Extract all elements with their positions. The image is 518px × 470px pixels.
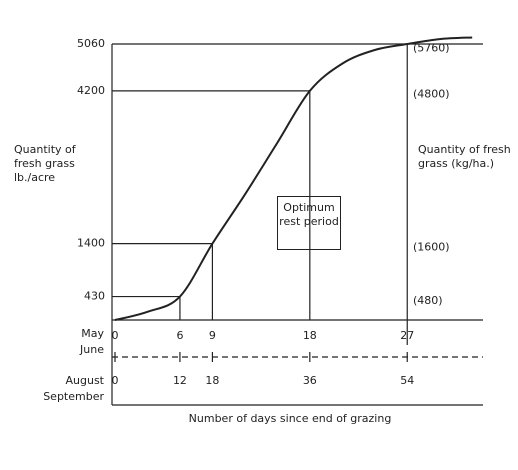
- x2-tick-label: 54: [400, 374, 414, 387]
- y2-axis-title: Quantity of fresh grass (kg/ha.): [418, 143, 511, 170]
- annotation: Optimum rest period: [277, 196, 341, 250]
- y-tick-label: 430: [84, 290, 105, 303]
- x2-tick-label: 12: [173, 374, 187, 387]
- y-tick-label: 4200: [77, 84, 105, 97]
- x2-tick-label: 36: [303, 374, 317, 387]
- y2-tick-label: (480): [413, 294, 443, 307]
- y-tick-label: 1400: [77, 237, 105, 250]
- y-axis-title: Quantity of fresh grass lb./acre: [14, 143, 76, 184]
- x-tick-label: 0: [112, 329, 119, 342]
- x-tick-label: 9: [209, 329, 216, 342]
- period-label: June: [79, 343, 104, 356]
- period-label: May: [81, 327, 104, 340]
- y2-tick-label: (1600): [413, 240, 450, 253]
- x2-tick-label: 18: [205, 374, 219, 387]
- x-tick-label: 18: [303, 329, 317, 342]
- x-axis-title: Number of days since end of grazing: [188, 412, 392, 425]
- period-label: September: [43, 390, 104, 403]
- x-tick-label: 6: [176, 329, 183, 342]
- x2-tick-label: 0: [112, 374, 119, 387]
- growth-curve: [114, 36, 473, 321]
- y-tick-label: 5060: [77, 37, 105, 50]
- y2-tick-label: (4800): [413, 87, 450, 100]
- y2-tick-label: (5760): [413, 41, 450, 54]
- period-label: August: [66, 374, 105, 387]
